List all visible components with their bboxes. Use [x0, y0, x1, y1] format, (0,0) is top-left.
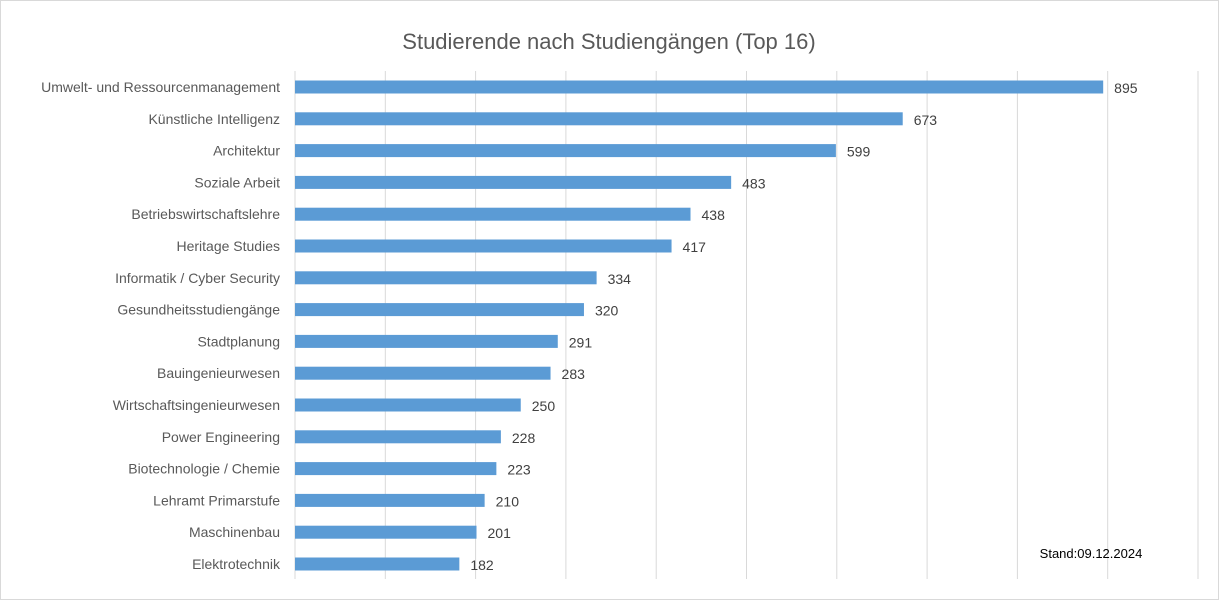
- category-labels: Umwelt- und Ressourcenmanagement Künstlic…: [41, 79, 281, 572]
- category-label: Künstliche Intelligenz: [148, 111, 280, 127]
- value-label: 417: [683, 239, 707, 255]
- category-label: Informatik / Cyber Security: [115, 270, 280, 286]
- value-label: 223: [507, 462, 531, 478]
- value-label: 250: [532, 398, 556, 414]
- value-label: 228: [512, 430, 536, 446]
- category-label: Gesundheitsstudiengänge: [117, 302, 280, 318]
- value-label: 438: [702, 207, 726, 223]
- category-label: Soziale Arbeit: [194, 174, 280, 190]
- bar: [295, 112, 903, 126]
- bar: [295, 366, 551, 380]
- bar: [295, 271, 597, 285]
- bar: [295, 303, 584, 317]
- chart-title: Studierende nach Studiengängen (Top 16): [402, 29, 815, 54]
- category-label: Heritage Studies: [176, 238, 280, 254]
- value-label: 283: [562, 366, 586, 382]
- bar: [295, 525, 477, 539]
- date-note: Stand:09.12.2024: [1040, 546, 1143, 561]
- bar: [295, 80, 1104, 94]
- category-label: Betriebswirtschaftslehre: [131, 206, 280, 222]
- bar: [295, 398, 521, 412]
- category-label: Power Engineering: [162, 429, 280, 445]
- value-label: 291: [569, 334, 593, 350]
- category-label: Bauingenieurwesen: [157, 365, 280, 381]
- value-label: 895: [1114, 80, 1138, 96]
- bar: [295, 239, 672, 253]
- value-label: 320: [595, 303, 619, 319]
- bar: [295, 462, 497, 476]
- bar: [295, 175, 732, 189]
- category-label: Lehramt Primarstufe: [153, 492, 280, 508]
- value-label: 599: [847, 144, 871, 160]
- category-label: Stadtplanung: [197, 333, 280, 349]
- bar: [295, 493, 485, 507]
- value-label: 334: [608, 271, 632, 287]
- category-label: Biotechnologie / Chemie: [128, 461, 280, 477]
- category-label: Umwelt- und Ressourcenmanagement: [41, 79, 280, 95]
- bars: [295, 80, 1104, 571]
- value-label: 182: [470, 557, 494, 573]
- category-label: Maschinenbau: [189, 524, 280, 540]
- value-label: 210: [496, 493, 520, 509]
- bar: [295, 334, 558, 348]
- value-label: 483: [742, 175, 766, 191]
- bar: [295, 144, 836, 158]
- category-label: Wirtschaftsingenieurwesen: [113, 397, 280, 413]
- value-label: 201: [488, 525, 512, 541]
- category-label: Elektrotechnik: [192, 556, 281, 572]
- bar: [295, 207, 691, 221]
- category-label: Architektur: [213, 143, 280, 159]
- bar: [295, 557, 460, 571]
- bar: [295, 430, 501, 444]
- value-label: 673: [914, 112, 938, 128]
